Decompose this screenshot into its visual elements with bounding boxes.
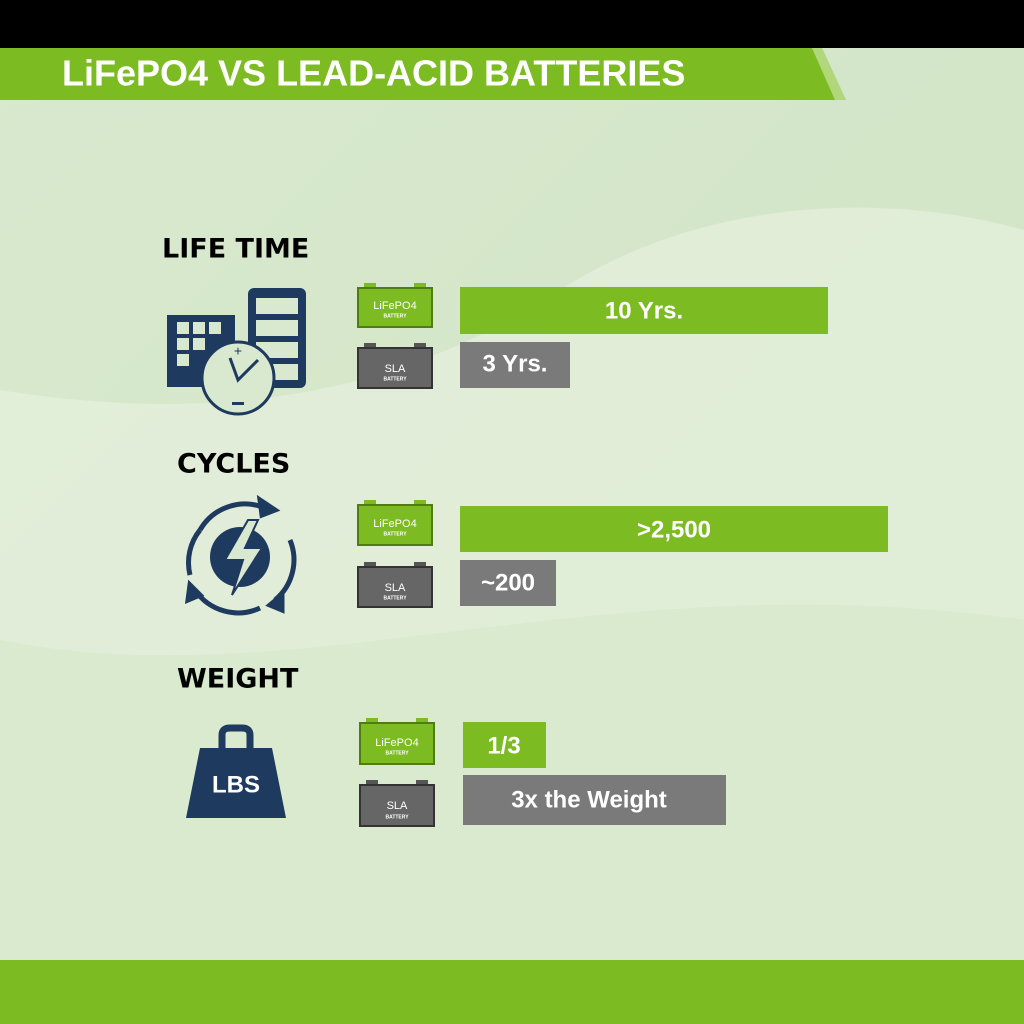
- value-bar: [463, 722, 546, 768]
- value-label: 3x the Weight: [511, 786, 667, 813]
- battery-sub: BATTERY: [383, 376, 407, 382]
- battery-name: LiFePO4: [373, 300, 416, 312]
- section-heading: CYCLES: [177, 449, 290, 480]
- battery-icon: SLA BATTERY: [357, 343, 433, 389]
- value-label: 10 Yrs.: [605, 297, 683, 324]
- battery-sub: BATTERY: [383, 313, 407, 319]
- battery-name: LiFePO4: [373, 518, 416, 530]
- battery-icon: LiFePO4 BATTERY: [359, 718, 435, 765]
- bottom-band: [0, 960, 1024, 1024]
- battery-icon: SLA BATTERY: [357, 562, 433, 608]
- section-heading: LIFE TIME: [162, 234, 309, 265]
- weight-label: LBS: [212, 771, 260, 798]
- value-bar: [463, 775, 726, 825]
- battery-name: SLA: [385, 582, 406, 594]
- title: LiFePO4 VS LEAD-ACID BATTERIES: [62, 53, 685, 94]
- value-label: ~200: [481, 569, 535, 596]
- value-bar: [460, 287, 828, 334]
- svg-text:+: +: [234, 343, 242, 359]
- value-label: 3 Yrs.: [483, 350, 548, 377]
- battery-icon: LiFePO4 BATTERY: [357, 283, 433, 328]
- cycles-icon: [184, 494, 297, 616]
- battery-icon: LiFePO4 BATTERY: [357, 500, 433, 546]
- battery-sub: BATTERY: [383, 595, 407, 601]
- value-label: 1/3: [487, 732, 520, 759]
- section-heading: WEIGHT: [177, 664, 299, 695]
- top-band: [0, 0, 1024, 48]
- battery-sub: BATTERY: [385, 750, 409, 756]
- weight-icon: LBS: [186, 724, 286, 818]
- value-bar: [460, 560, 556, 606]
- battery-name: SLA: [385, 363, 406, 375]
- value-bar: [460, 506, 888, 552]
- title-banner: [0, 48, 846, 100]
- battery-icon: SLA BATTERY: [359, 780, 435, 827]
- battery-name: SLA: [387, 800, 408, 812]
- value-bar: [460, 342, 570, 388]
- title-banner-edge: [812, 48, 846, 100]
- value-label: >2,500: [637, 516, 711, 543]
- battery-sub: BATTERY: [385, 814, 409, 820]
- battery-name: LiFePO4: [375, 737, 418, 749]
- lifetime-icon: +: [167, 288, 306, 416]
- battery-sub: BATTERY: [383, 531, 407, 537]
